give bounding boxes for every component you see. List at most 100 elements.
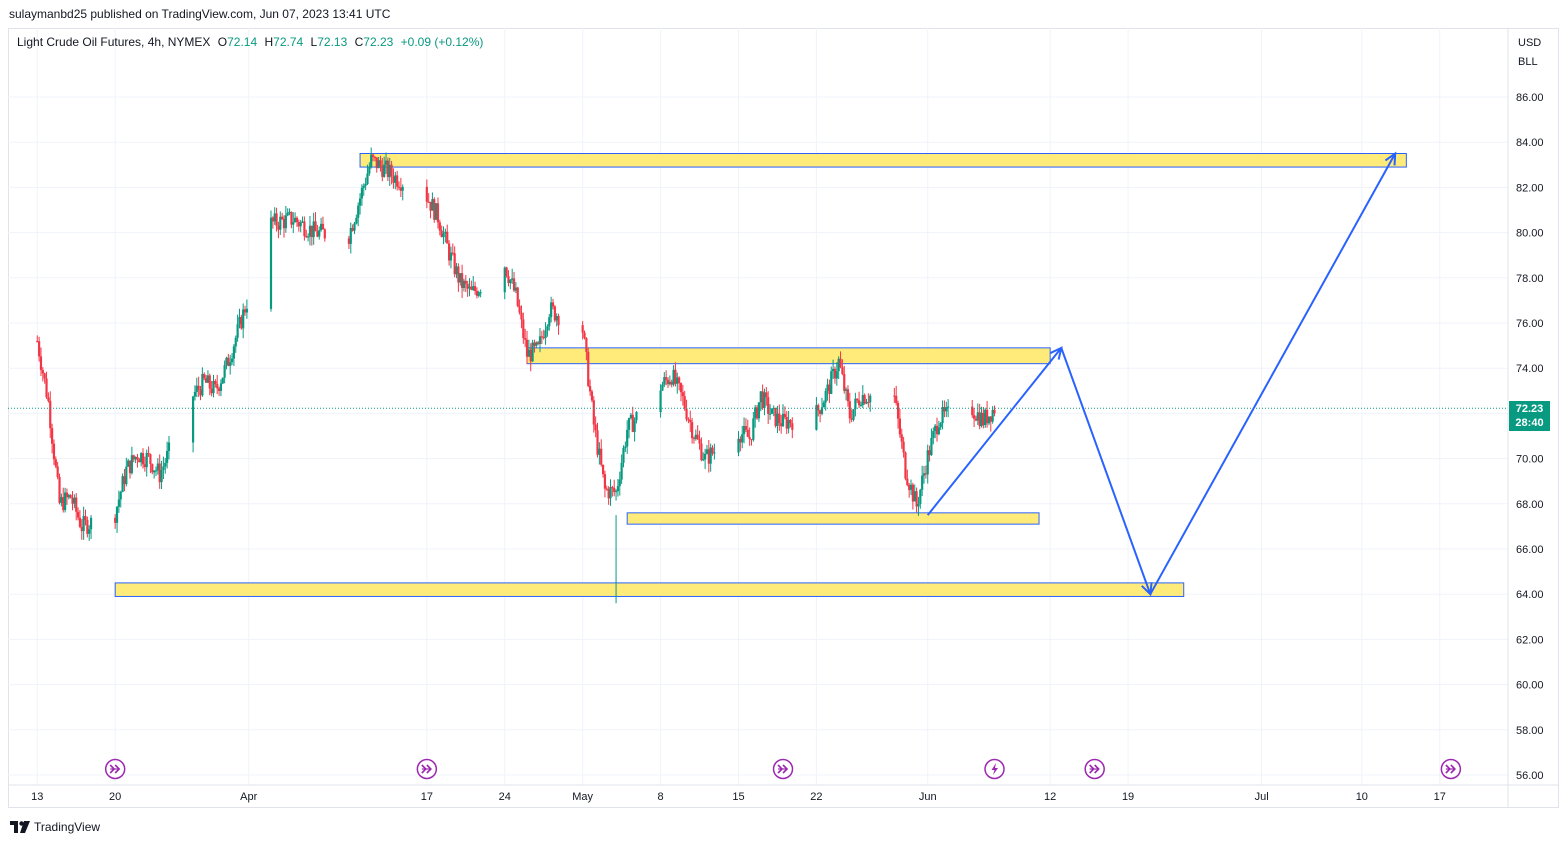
candle-body — [618, 479, 621, 487]
candle-body — [308, 225, 312, 237]
candle-body — [514, 287, 517, 291]
candle-body — [590, 391, 594, 401]
candle-body — [134, 456, 137, 460]
candle-body — [911, 484, 914, 502]
fast-forward-icon[interactable] — [1440, 758, 1462, 780]
candle-body — [909, 484, 913, 490]
candle-body — [86, 519, 89, 534]
candle-body — [238, 316, 241, 325]
candle-body — [468, 286, 471, 289]
fast-forward-icon[interactable] — [416, 758, 438, 780]
candle-body — [739, 438, 742, 443]
symbol-legend: Light Crude Oil Futures, 4h, NYMEX O72.1… — [17, 35, 483, 49]
candle-body — [245, 308, 248, 313]
projection-segment[interactable] — [926, 347, 1063, 516]
projection-segment[interactable] — [1060, 347, 1152, 595]
candle-body — [694, 434, 697, 439]
candle-body — [166, 450, 169, 463]
price-zone[interactable] — [114, 582, 1185, 597]
candle-body — [290, 211, 293, 225]
candle-body — [609, 487, 612, 499]
candle-body — [947, 406, 950, 408]
candle-body — [691, 422, 694, 439]
candle-body — [863, 394, 866, 404]
candle-body — [744, 426, 748, 430]
candle-body — [524, 338, 527, 340]
candle-body — [84, 516, 87, 520]
candle-body — [826, 384, 829, 391]
candle-body — [600, 448, 603, 465]
price-tick-label: 62.00 — [1516, 634, 1544, 646]
candle-body — [386, 160, 389, 178]
candle-body — [234, 337, 237, 347]
candle-body — [76, 511, 80, 518]
candle-body — [581, 325, 584, 333]
candle-body — [520, 312, 523, 320]
lightning-icon[interactable] — [984, 758, 1005, 780]
candle-body — [635, 412, 638, 421]
candle-body — [479, 292, 482, 294]
candle-body — [464, 280, 467, 284]
high-label: H — [264, 35, 274, 49]
candle-body — [978, 412, 981, 427]
candle-body — [119, 491, 122, 500]
candle-body — [516, 287, 519, 307]
fast-forward-icon[interactable] — [1084, 758, 1105, 780]
candle-body — [670, 381, 673, 385]
candle-body — [197, 385, 200, 390]
candle-body — [711, 447, 714, 454]
candle-body — [509, 279, 512, 284]
candle-body — [451, 252, 454, 254]
candle-body — [596, 430, 599, 455]
candle-body — [550, 302, 553, 318]
time-tick-label: 24 — [499, 791, 511, 803]
fast-forward-icon[interactable] — [772, 758, 794, 780]
candle-body — [203, 374, 206, 379]
candle-body — [601, 464, 605, 475]
candle-body — [846, 389, 850, 402]
candle-body — [123, 476, 126, 485]
candle-body — [243, 309, 247, 313]
fast-forward-icon[interactable] — [104, 758, 126, 780]
candle-body — [689, 419, 692, 423]
candle-body — [217, 388, 221, 391]
candle-body — [932, 430, 935, 438]
price-zone[interactable] — [526, 347, 1051, 365]
candle-body — [49, 400, 52, 429]
candle-body — [229, 362, 232, 366]
price-zone[interactable] — [359, 153, 1407, 168]
price-tick-label: 56.00 — [1516, 770, 1544, 782]
candle-body — [663, 377, 666, 385]
footer-brand[interactable]: TradingView — [10, 820, 100, 834]
candle-body — [824, 390, 827, 403]
candle-body — [136, 456, 139, 460]
symbol-title[interactable]: Light Crude Oil Futures, 4h, NYMEX — [17, 35, 211, 49]
candle-body — [392, 176, 395, 183]
price-zone[interactable] — [626, 512, 1040, 525]
tradingview-logo-icon — [10, 821, 30, 833]
time-tick-label: Apr — [240, 791, 257, 803]
candle-body — [208, 375, 211, 389]
candle-body — [661, 384, 664, 391]
candle-body — [607, 489, 610, 499]
candle-body — [535, 342, 538, 346]
candle-body — [631, 414, 634, 432]
candle-body — [785, 417, 788, 429]
candle-body — [56, 466, 59, 477]
candle-body — [442, 233, 445, 238]
candle-body — [62, 497, 65, 511]
projection-segment[interactable] — [1149, 153, 1397, 595]
price-axis-unit[interactable]: USD BLL — [1518, 34, 1541, 72]
candle-body — [284, 215, 287, 229]
candle-body — [893, 395, 896, 397]
candle-body — [659, 390, 662, 413]
time-tick-label: Jul — [1255, 791, 1269, 803]
candle-body — [360, 187, 364, 199]
candle-body — [822, 402, 825, 408]
candle-body — [312, 221, 315, 238]
candle-body — [240, 316, 243, 329]
candle-body — [433, 199, 436, 220]
candle-body — [982, 412, 985, 426]
candle-body — [429, 201, 432, 211]
